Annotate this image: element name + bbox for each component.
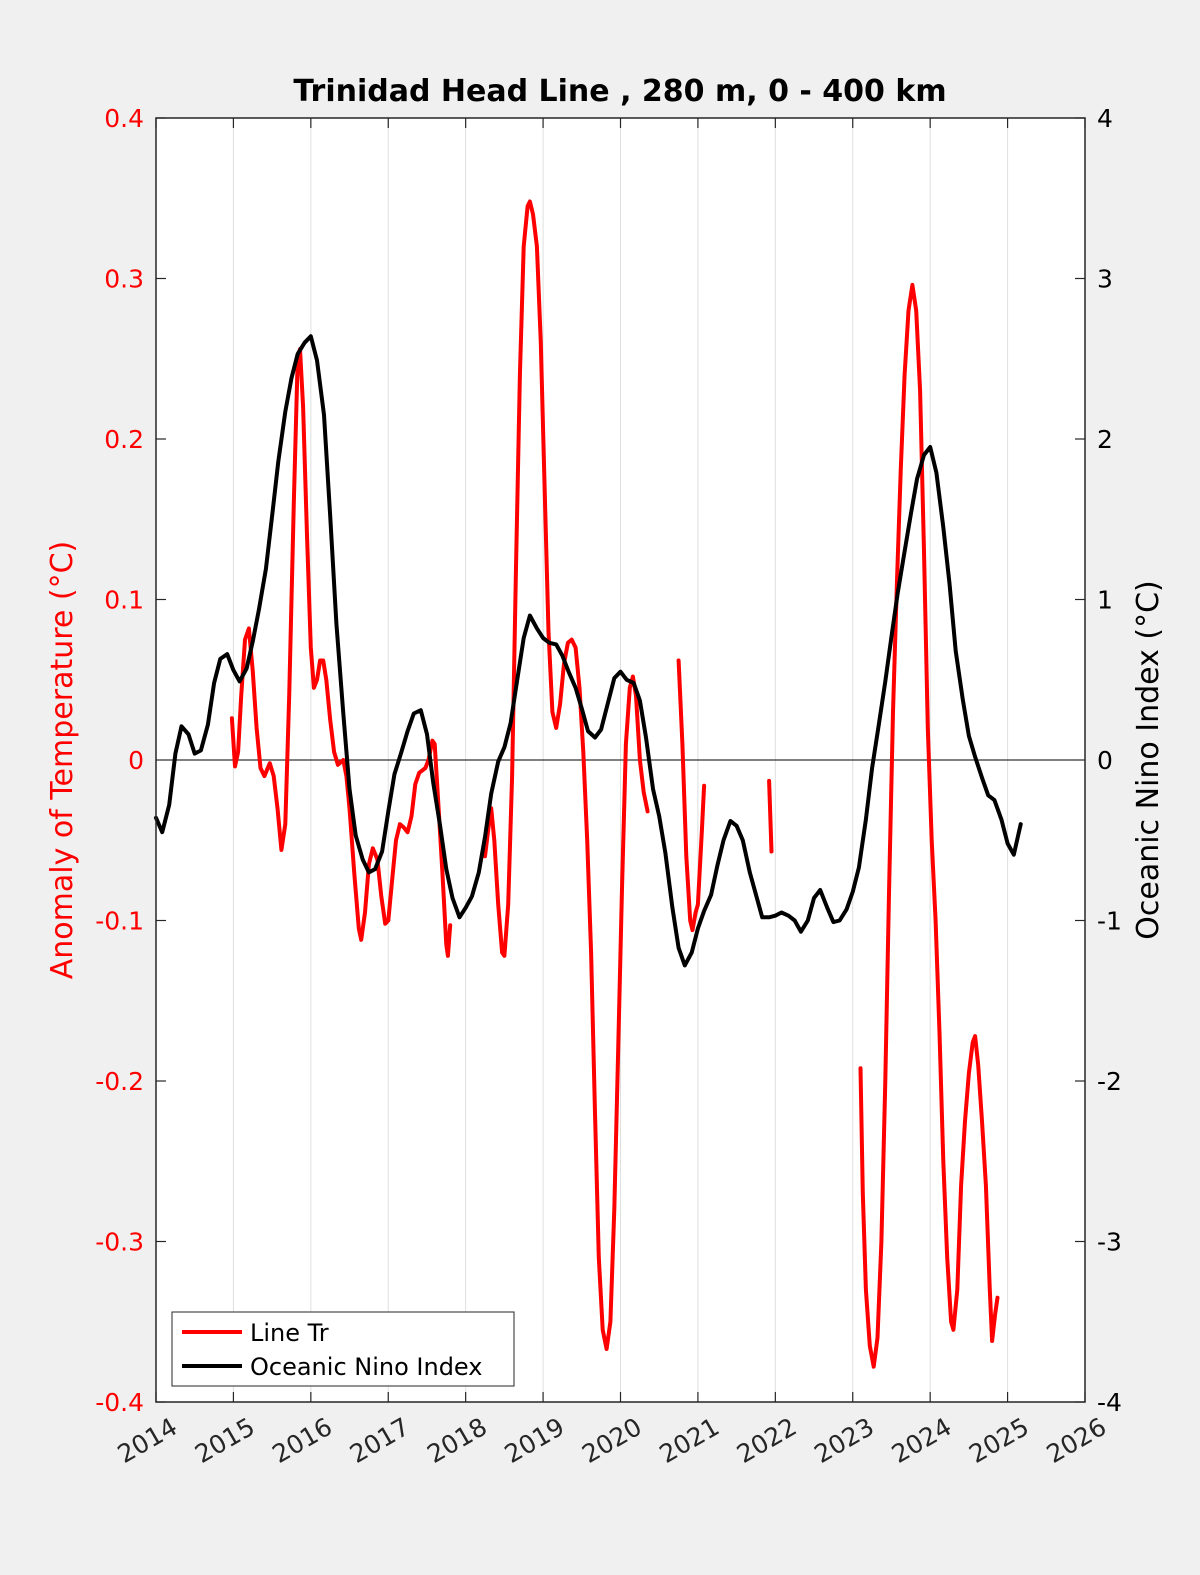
x-tick-label-2020: 2020	[577, 1412, 647, 1469]
legend-label-oni: Oceanic Nino Index	[250, 1353, 482, 1381]
x-tick-label-2025: 2025	[964, 1412, 1034, 1469]
legend-label-line-tr: Line Tr	[250, 1319, 329, 1347]
chart-title: Trinidad Head Line , 280 m, 0 - 400 km	[293, 74, 946, 109]
x-tick-label-2024: 2024	[887, 1412, 957, 1469]
y-tick-label-right-2: -2	[1097, 1067, 1122, 1096]
series-0-segment-3	[767, 778, 774, 854]
series-group	[154, 199, 1023, 1369]
y-tick-label-left-2: -0.2	[95, 1067, 144, 1096]
y-tick-label-right-6: 2	[1097, 425, 1113, 454]
legend-box	[171, 1311, 515, 1387]
x-tick-label-2019: 2019	[500, 1412, 570, 1469]
y-tick-label-left-0: -0.4	[95, 1388, 144, 1417]
series-0-segment-2	[676, 658, 707, 933]
y-axis-label-right: Oceanic Nino Index (°C)	[1131, 580, 1166, 940]
x-tick-label-2022: 2022	[732, 1412, 802, 1469]
y-tick-label-right-1: -3	[1097, 1228, 1122, 1257]
y-tick-label-right-8: 4	[1097, 104, 1113, 133]
x-tick-label-2014: 2014	[113, 1412, 183, 1469]
y-tick-label-right-7: 3	[1097, 265, 1113, 294]
y-tick-label-right-0: -4	[1097, 1388, 1122, 1417]
tick-labels-group: 2014 2015 2016 2017 2018 2019 2020 2021 2022 2023…	[95, 104, 1122, 1469]
legend: Line Tr Oceanic Nino Index	[171, 1311, 515, 1387]
y-tick-label-left-8: 0.4	[104, 104, 144, 133]
y-tick-label-right-4: 0	[1097, 746, 1113, 775]
series-1-segment-0	[154, 334, 1023, 968]
ticks-group	[155, 117, 1086, 1403]
y-axis-label-left: Anomaly of Temperature (°C)	[45, 541, 80, 980]
y-tick-label-left-4: 0	[128, 746, 144, 775]
y-tick-label-left-6: 0.2	[104, 425, 144, 454]
y-tick-label-right-3: -1	[1097, 907, 1122, 936]
y-tick-label-left-3: -0.1	[95, 907, 144, 936]
y-tick-label-left-7: 0.3	[104, 265, 144, 294]
x-tick-label-2017: 2017	[345, 1412, 415, 1469]
series-0-segment-4	[858, 282, 1000, 1369]
y-tick-label-left-1: -0.3	[95, 1228, 144, 1257]
series-0-segment-0	[229, 347, 453, 958]
x-tick-label-2026: 2026	[1042, 1412, 1112, 1469]
y-tick-label-right-5: 1	[1097, 586, 1113, 615]
y-tick-label-left-5: 0.1	[104, 586, 144, 615]
x-tick-label-2021: 2021	[655, 1412, 725, 1469]
x-tick-label-2015: 2015	[190, 1412, 260, 1469]
x-tick-label-2023: 2023	[809, 1412, 879, 1469]
x-tick-label-2018: 2018	[422, 1412, 492, 1469]
x-tick-label-2016: 2016	[267, 1412, 337, 1469]
